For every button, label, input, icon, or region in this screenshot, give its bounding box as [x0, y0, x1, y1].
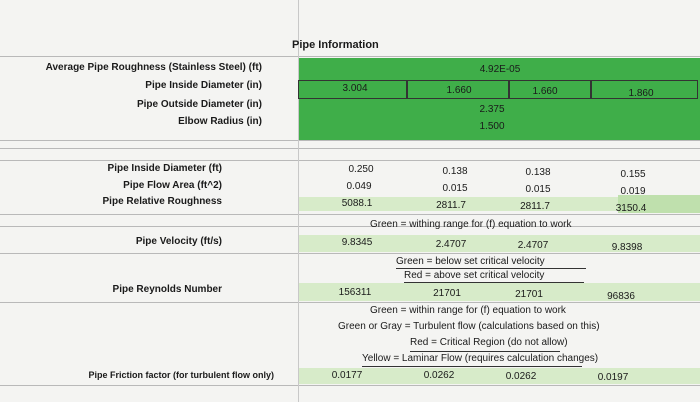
value-inside-diameter-in-3: 1.660: [532, 86, 558, 97]
label-elbow-radius: Elbow Radius (in): [178, 116, 262, 127]
value-friction-1: 0.0177: [331, 370, 363, 381]
value-id-ft-4: 0.155: [620, 169, 646, 180]
label-outside-diameter-in: Pipe Outside Diameter (in): [136, 99, 262, 110]
label-friction: Pipe Friction factor (for turbulent flow…: [88, 370, 275, 380]
note-reynolds-red: Red = above set critical velocity: [404, 270, 545, 281]
lightgreen-reynolds: [298, 283, 700, 301]
box-id-1: [298, 80, 408, 99]
value-velocity-2: 2.4707: [435, 239, 467, 250]
note-velocity-green: Green = withing range for (f) equation t…: [370, 219, 572, 230]
value-inside-diameter-in-2: 1.660: [446, 85, 472, 96]
section-title: Pipe Information: [292, 39, 379, 51]
label-velocity: Pipe Velocity (ft/s): [135, 236, 222, 247]
value-friction-3: 0.0262: [505, 371, 537, 382]
box-id-2: [406, 80, 510, 99]
note-friction-red: Red = Critical Region (do not allow): [410, 337, 568, 348]
lightgreen-friction: [298, 368, 700, 384]
value-reynolds-2: 21701: [433, 288, 461, 299]
lightgreen-velocity: [298, 235, 700, 252]
value-velocity-1: 9.8345: [341, 237, 373, 248]
green-relative-roughness-last: [618, 195, 700, 213]
value-velocity-4: 9.8398: [611, 242, 643, 253]
value-area-4: 0.019: [620, 186, 646, 197]
green-block-top: [298, 58, 700, 140]
value-rr-4: 3150.4: [615, 203, 647, 214]
label-roughness: Average Pipe Roughness (Stainless Steel)…: [45, 62, 262, 73]
note-reynolds-green: Green = below set critical velocity: [396, 256, 545, 267]
value-reynolds-3: 21701: [515, 289, 543, 300]
box-id-4: [590, 80, 698, 99]
value-id-ft-3: 0.138: [525, 167, 551, 178]
label-inside-diameter-in: Pipe Inside Diameter (in): [145, 80, 262, 91]
value-elbow-radius: 1.500: [479, 121, 505, 132]
value-rr-1: 5088.1: [341, 198, 373, 209]
value-outside-diameter: 2.375: [479, 104, 505, 115]
value-friction-2: 0.0262: [423, 370, 455, 381]
value-inside-diameter-in-4: 1.860: [628, 88, 654, 99]
value-id-ft-1: 0.250: [348, 164, 374, 175]
value-rr-2: 2811.7: [436, 200, 466, 211]
value-friction-4: 0.0197: [597, 372, 629, 383]
label-flow-area: Pipe Flow Area (ft^2): [123, 180, 222, 191]
value-reynolds-1: 156311: [338, 287, 372, 298]
note-friction-yellow: Yellow = Laminar Flow (requires calculat…: [362, 353, 599, 364]
value-reynolds-4: 96836: [607, 291, 635, 302]
label-relative-roughness: Pipe Relative Roughness: [102, 196, 222, 207]
value-rr-3: 2811.7: [520, 201, 550, 212]
value-area-3: 0.015: [525, 184, 551, 195]
value-area-2: 0.015: [442, 183, 468, 194]
value-area-1: 0.049: [346, 181, 372, 192]
note-friction-green: Green = within range for (f) equation to…: [370, 305, 566, 316]
label-reynolds: Pipe Reynolds Number: [112, 284, 222, 295]
label-inside-diameter-ft: Pipe Inside Diameter (ft): [107, 163, 222, 174]
value-id-ft-2: 0.138: [442, 166, 468, 177]
lightgreen-relative-roughness: [298, 197, 618, 211]
value-roughness: 4.92E-05: [479, 64, 521, 75]
value-inside-diameter-in-1: 3.004: [342, 83, 368, 94]
box-id-3: [508, 80, 592, 99]
value-velocity-3: 2.4707: [517, 240, 549, 251]
note-friction-gray: Green or Gray = Turbulent flow (calculat…: [338, 321, 600, 332]
